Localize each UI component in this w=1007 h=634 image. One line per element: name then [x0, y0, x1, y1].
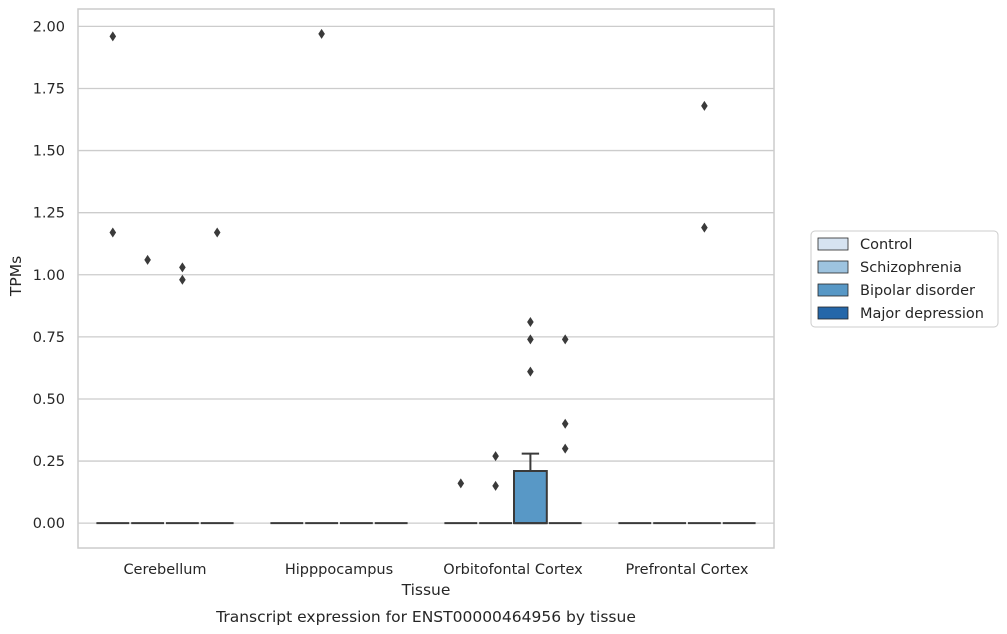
legend-label: Bipolar disorder — [860, 283, 975, 299]
legend-label: Control — [860, 237, 912, 253]
outlier-point — [109, 227, 117, 238]
grid-lines — [78, 25, 774, 524]
outlier-point — [144, 254, 151, 265]
x-axis-label: Tissue — [401, 581, 451, 599]
box-plot-marks — [96, 452, 756, 525]
y-tick-label: 1.50 — [33, 144, 65, 160]
box-body — [513, 470, 548, 525]
chart-caption: Transcript expression for ENST0000046495… — [215, 608, 636, 626]
x-tick-label: Cerebellum — [123, 562, 206, 578]
legend-label: Schizophrenia — [860, 260, 962, 276]
legend-swatch — [817, 237, 849, 251]
legend-swatch — [817, 306, 849, 320]
outlier-point — [527, 316, 534, 327]
outlier-point — [318, 28, 325, 39]
y-tick-label: 0.25 — [33, 454, 65, 470]
outlier-point — [527, 366, 534, 377]
plot-frame — [77, 8, 775, 549]
legend-label: Major depression — [860, 306, 984, 322]
y-tick-label: 0.50 — [33, 392, 65, 408]
outlier-point — [109, 31, 117, 42]
outlier-point — [561, 334, 569, 345]
outlier-point — [492, 451, 499, 462]
outlier-markers — [109, 28, 708, 491]
legend-swatch — [817, 283, 849, 297]
y-tick-label: 1.75 — [33, 81, 65, 97]
outlier-point — [561, 443, 569, 454]
outlier-point — [701, 222, 708, 233]
y-tick-label: 1.25 — [33, 206, 65, 222]
y-tick-label: 1.00 — [33, 268, 65, 284]
y-tick-label: 0.00 — [33, 516, 65, 532]
y-tick-label: 2.00 — [33, 19, 65, 35]
outlier-point — [179, 274, 186, 285]
x-axis-ticks: Cerebellum Hipppocampus Orbitofontal Corte… — [123, 562, 748, 578]
y-tick-label: 0.75 — [33, 330, 65, 346]
outlier-point — [213, 227, 221, 238]
legend: Control Schizophrenia Bipolar disorder Majo… — [810, 230, 999, 328]
outlier-point — [492, 480, 499, 491]
x-tick-label: Prefrontal Cortex — [626, 562, 749, 578]
outlier-point — [561, 418, 569, 429]
legend-frame — [810, 230, 999, 328]
y-axis-label: TPMs — [7, 256, 25, 297]
y-axis-ticks: 0.00 0.25 0.50 0.75 1.00 1.25 1.50 1.75 2.00 — [33, 19, 65, 532]
outlier-point — [179, 262, 186, 273]
x-tick-label: Orbitofontal Cortex — [443, 562, 583, 578]
x-tick-label: Hipppocampus — [285, 562, 393, 578]
outlier-point — [701, 100, 708, 111]
outlier-point — [527, 334, 534, 345]
outlier-point — [457, 478, 465, 489]
legend-swatch — [817, 260, 849, 274]
box-2-2 — [513, 452, 548, 525]
